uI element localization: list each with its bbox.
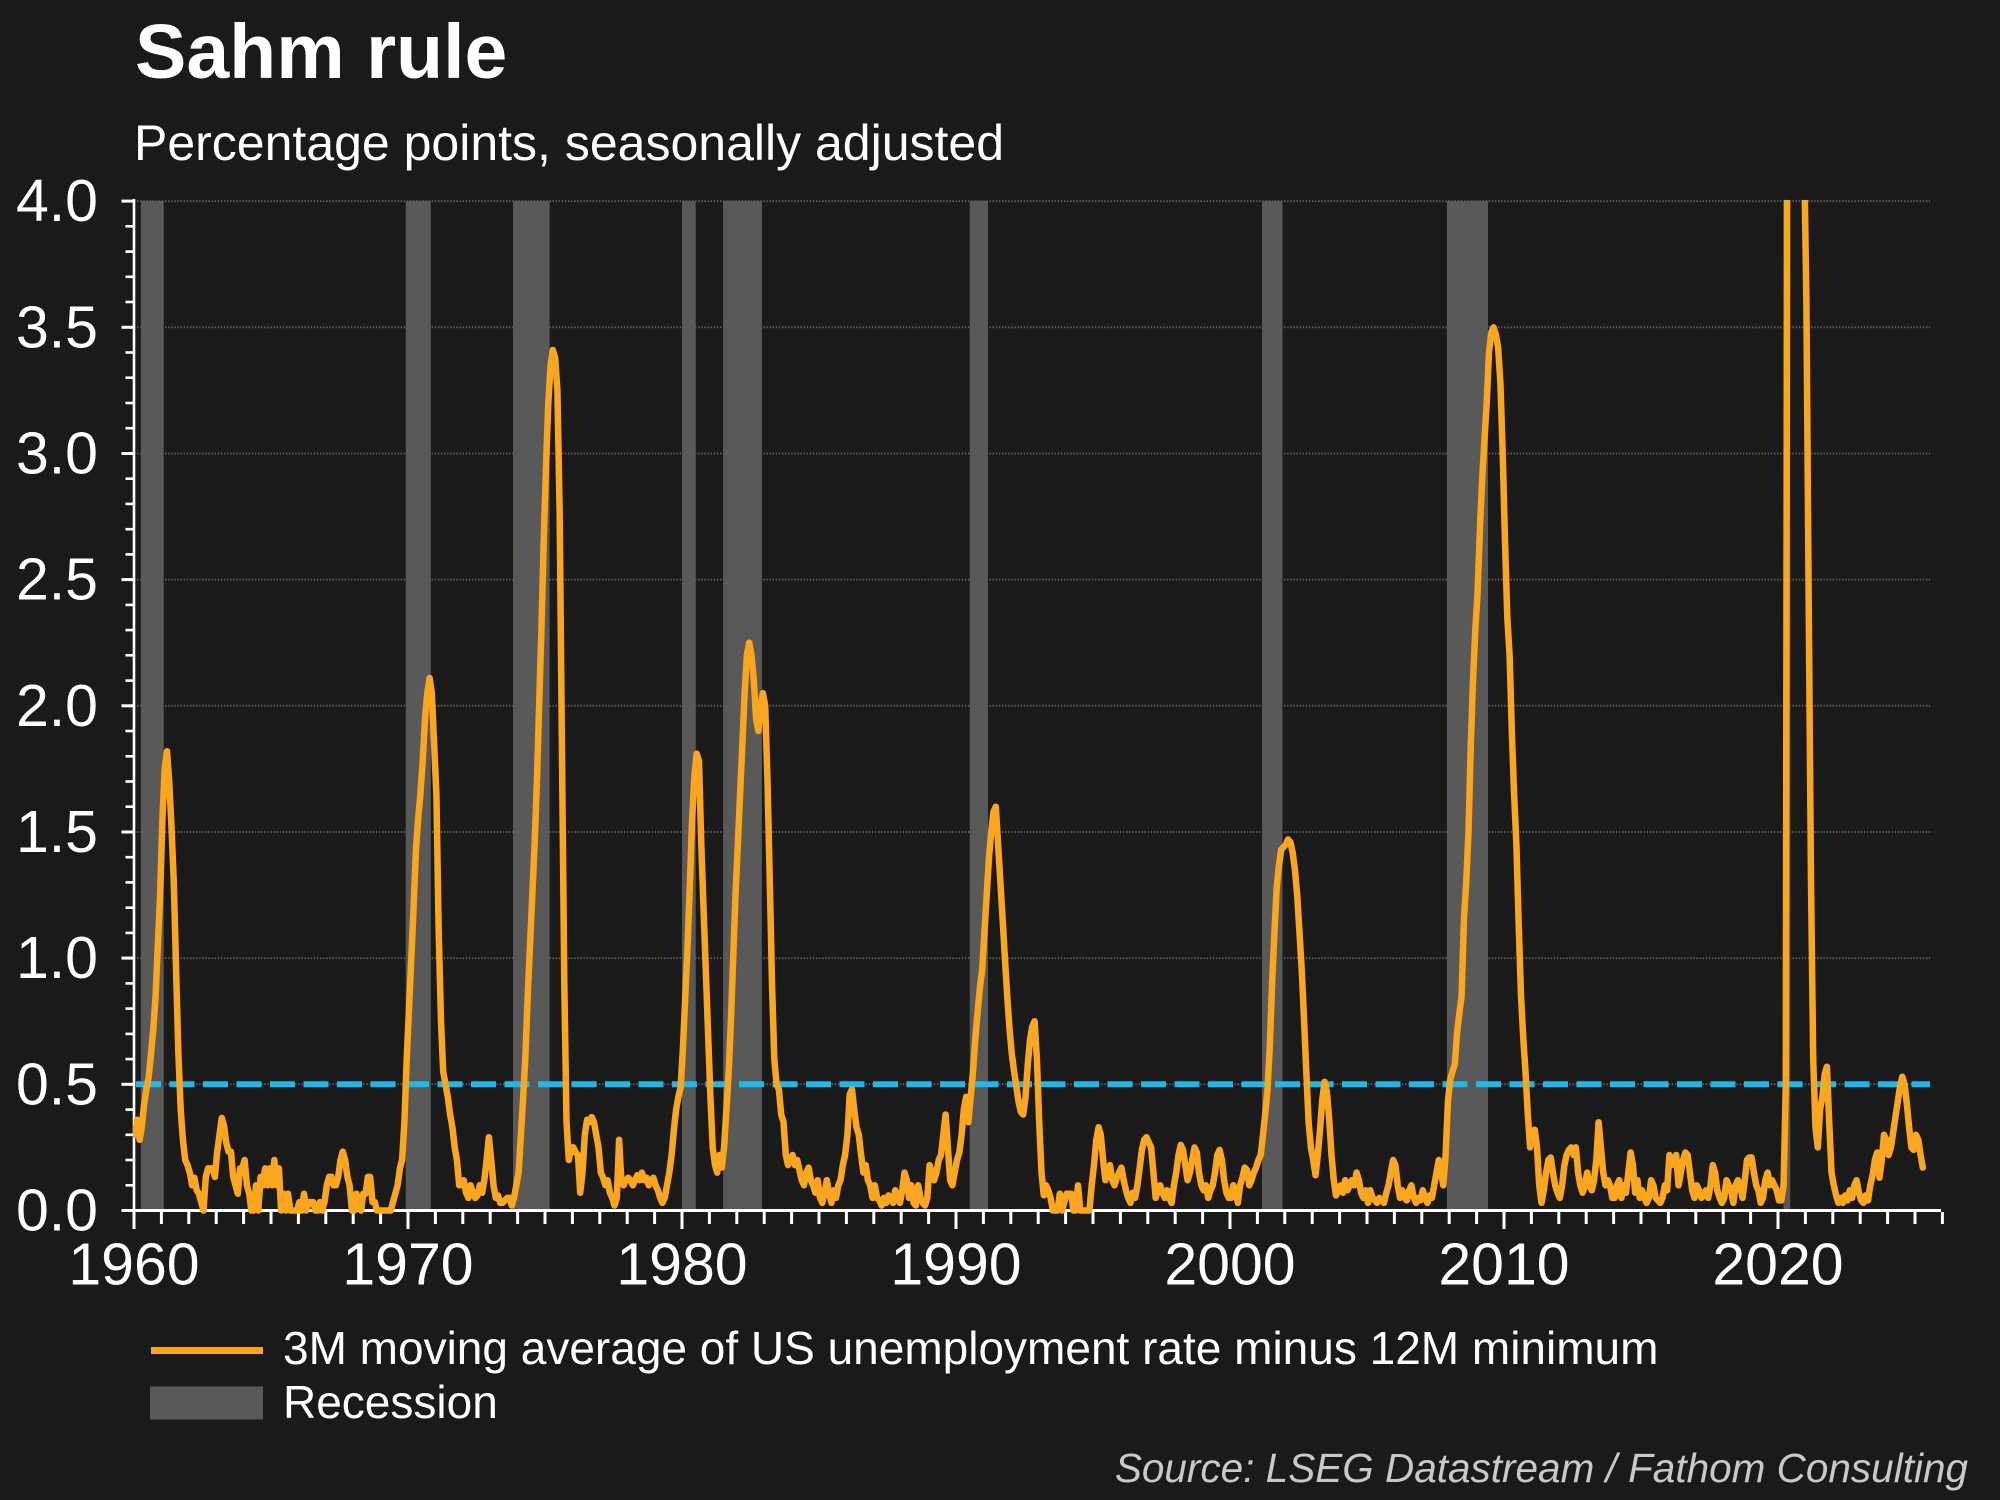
svg-text:3.5: 3.5: [16, 294, 98, 360]
svg-text:1980: 1980: [616, 1232, 747, 1298]
svg-text:Source: LSEG Datastream / Fath: Source: LSEG Datastream / Fathom Consult…: [1115, 1445, 1969, 1491]
svg-text:1970: 1970: [342, 1232, 473, 1298]
svg-text:3.0: 3.0: [16, 421, 98, 487]
svg-text:2010: 2010: [1438, 1232, 1569, 1298]
svg-text:0.5: 0.5: [16, 1051, 98, 1117]
svg-text:2.0: 2.0: [16, 673, 98, 739]
svg-text:2.5: 2.5: [16, 547, 98, 613]
svg-text:1.5: 1.5: [16, 799, 98, 865]
svg-text:Recession: Recession: [283, 1376, 498, 1428]
svg-text:1.0: 1.0: [16, 925, 98, 991]
svg-text:Sahm rule: Sahm rule: [135, 9, 507, 95]
svg-text:Percentage points, seasonally: Percentage points, seasonally adjusted: [134, 115, 1004, 171]
svg-text:0.0: 0.0: [16, 1178, 98, 1244]
svg-text:3M moving average of US unempl: 3M moving average of US unemployment rat…: [283, 1322, 1658, 1374]
svg-text:1960: 1960: [68, 1232, 199, 1298]
svg-text:2020: 2020: [1712, 1232, 1843, 1298]
svg-text:2000: 2000: [1164, 1232, 1295, 1298]
svg-text:1990: 1990: [890, 1232, 1021, 1298]
svg-text:4.0: 4.0: [16, 168, 98, 234]
